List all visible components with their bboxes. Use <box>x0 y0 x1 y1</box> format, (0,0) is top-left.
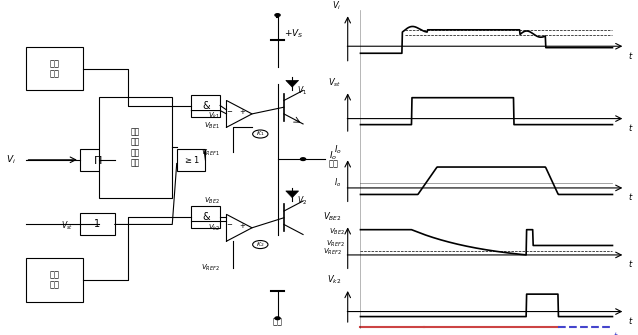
Circle shape <box>300 158 306 160</box>
Text: $V_{st}$: $V_{st}$ <box>328 76 341 89</box>
Text: 1: 1 <box>94 219 100 228</box>
Text: +: + <box>239 223 246 229</box>
Text: $\Pi$: $\Pi$ <box>93 154 102 166</box>
Text: $I_o$: $I_o$ <box>334 177 341 189</box>
Text: $t$: $t$ <box>628 122 634 133</box>
Text: 接地: 接地 <box>272 317 283 326</box>
Text: $V_{REF2}$: $V_{REF2}$ <box>323 246 341 257</box>
Text: $V_{BE2}$: $V_{BE2}$ <box>204 196 220 206</box>
Text: $t$: $t$ <box>628 191 634 202</box>
Bar <box>191 206 220 228</box>
Text: $I_o$: $I_o$ <box>334 143 341 156</box>
Polygon shape <box>286 80 299 87</box>
Text: $V_{BE2}$: $V_{BE2}$ <box>323 210 341 223</box>
Text: $V_{k2}$: $V_{k2}$ <box>327 274 341 286</box>
Bar <box>191 95 220 117</box>
Text: $V_{k1}$: $V_{k1}$ <box>208 111 220 121</box>
Text: $t$: $t$ <box>628 258 634 269</box>
Text: $V_{REF2}$: $V_{REF2}$ <box>326 239 345 249</box>
Text: &: & <box>202 212 209 222</box>
Text: $t$: $t$ <box>628 50 634 61</box>
Bar <box>177 149 205 171</box>
Text: $V_{REF2}$: $V_{REF2}$ <box>202 263 220 273</box>
Text: $V_{BE1}$: $V_{BE1}$ <box>204 121 220 131</box>
Text: 欠压
关断
过热
保护: 欠压 关断 过热 保护 <box>131 127 140 168</box>
Text: $t$: $t$ <box>628 315 634 326</box>
Text: $-$: $-$ <box>226 107 234 113</box>
Text: $t$: $t$ <box>613 330 619 335</box>
Text: &: & <box>202 102 209 111</box>
Text: $+V_S$: $+V_S$ <box>284 27 304 40</box>
Polygon shape <box>286 191 299 198</box>
Bar <box>80 213 115 234</box>
Text: $K_1$: $K_1$ <box>256 130 265 138</box>
Text: +: + <box>239 109 246 115</box>
Text: $V_{st}$: $V_{st}$ <box>61 220 73 232</box>
Text: $K_2$: $K_2$ <box>256 240 265 249</box>
Text: $V_i$: $V_i$ <box>6 153 17 166</box>
Bar <box>26 258 83 302</box>
Text: $\geq$1: $\geq$1 <box>182 154 200 165</box>
Text: $V_{REF1}$: $V_{REF1}$ <box>202 147 220 157</box>
Text: $-$: $-$ <box>226 220 234 226</box>
Bar <box>80 149 115 171</box>
Text: 保护
电路: 保护 电路 <box>49 59 59 78</box>
Text: $V_i$: $V_i$ <box>332 0 341 12</box>
Text: $V_{k2}$: $V_{k2}$ <box>208 223 220 233</box>
Text: $V_1$: $V_1$ <box>297 84 307 97</box>
Text: $V_{BE2}$: $V_{BE2}$ <box>329 227 345 238</box>
Circle shape <box>275 14 280 16</box>
Bar <box>99 97 172 198</box>
Text: 保护
电路: 保护 电路 <box>49 270 59 289</box>
Text: $I_o$: $I_o$ <box>329 149 337 162</box>
Circle shape <box>275 317 280 320</box>
Text: $V_2$: $V_2$ <box>297 195 307 207</box>
Text: 输出: 输出 <box>329 160 339 169</box>
Bar <box>26 47 83 90</box>
